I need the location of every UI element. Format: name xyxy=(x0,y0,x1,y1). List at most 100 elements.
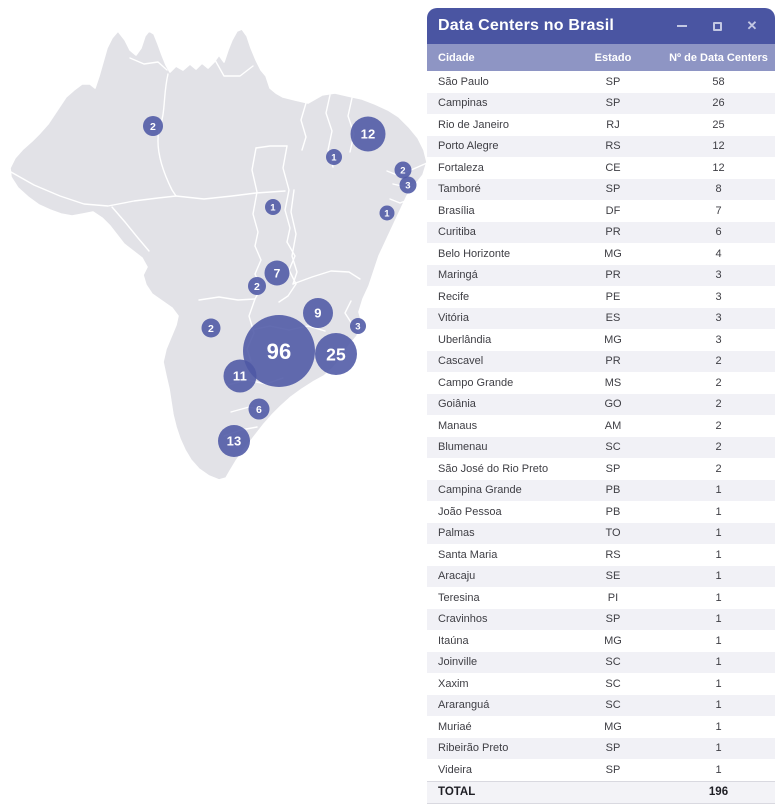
cell-state: SP xyxy=(605,97,621,110)
cell-count: 25 xyxy=(712,118,725,131)
cell-count: 3 xyxy=(715,290,722,303)
bubble-count-label: 3 xyxy=(355,321,360,332)
cell-count: 2 xyxy=(715,398,722,411)
map-bubble[interactable]: 1 xyxy=(326,149,342,165)
map-bubble[interactable]: 2 xyxy=(143,116,163,136)
map-bubble[interactable]: 7 xyxy=(264,260,290,286)
cell-count: 1 xyxy=(715,591,722,604)
cell-state: SE xyxy=(605,570,621,583)
cell-count: 1 xyxy=(715,763,722,776)
cell-city: Belo Horizonte xyxy=(438,247,511,260)
bubble-circle xyxy=(303,298,333,328)
column-header-cidade: Cidade xyxy=(438,51,475,64)
cell-count: 1 xyxy=(715,720,722,733)
cell-city: Araranguá xyxy=(438,699,490,712)
bubble-count-label: 7 xyxy=(274,266,281,280)
cell-city: Fortaleza xyxy=(438,161,484,174)
bubble-circle xyxy=(218,425,250,457)
map-bubble[interactable]: 11 xyxy=(223,359,257,393)
table-row: Joinville SC 1 xyxy=(427,651,775,673)
table-row: Aracaju SE 1 xyxy=(427,565,775,587)
cell-city: Campina Grande xyxy=(438,484,522,497)
map-bubble[interactable]: 1 xyxy=(379,205,395,221)
cell-city: João Pessoa xyxy=(438,505,502,518)
cell-city: Teresina xyxy=(438,591,480,604)
cell-city: Manaus xyxy=(438,419,478,432)
bubble-count-label: 2 xyxy=(150,121,156,133)
bubble-count-label: 1 xyxy=(331,152,337,163)
bubble-circle xyxy=(223,359,257,393)
bubble-circle xyxy=(350,318,366,334)
cell-city: Vitória xyxy=(438,312,469,325)
cell-city: São Paulo xyxy=(438,75,489,88)
cell-count: 1 xyxy=(715,570,722,583)
bubble-circle xyxy=(248,398,270,420)
bubble-circle xyxy=(265,199,281,215)
cell-count: 3 xyxy=(715,333,722,346)
close-button[interactable]: ✕ xyxy=(745,18,759,33)
table-row: Uberlândia MG 3 xyxy=(427,329,775,351)
map-bubble[interactable]: 1 xyxy=(265,199,281,215)
table-row: São José do Rio Preto SP 2 xyxy=(427,458,775,480)
map-bubble[interactable]: 96 xyxy=(243,315,315,387)
table-row: Porto Alegre RS 12 xyxy=(427,135,775,157)
map-bubble[interactable]: 25 xyxy=(315,333,357,375)
cell-state: SC xyxy=(605,441,621,454)
cell-state: MG xyxy=(604,720,622,733)
brazil-outline xyxy=(9,28,428,481)
cell-state: PR xyxy=(605,226,621,239)
bubble-circle xyxy=(379,205,395,221)
cell-state: RS xyxy=(605,548,621,561)
table-row: Recife PE 3 xyxy=(427,286,775,308)
cell-count: 1 xyxy=(715,634,722,647)
table-row: Belo Horizonte MG 4 xyxy=(427,243,775,265)
cell-count: 12 xyxy=(712,140,725,153)
map-bubble[interactable]: 13 xyxy=(218,425,250,457)
table-row: Goiânia GO 2 xyxy=(427,393,775,415)
map-bubble[interactable]: 12 xyxy=(350,116,386,152)
cell-count: 1 xyxy=(715,505,722,518)
map-bubble[interactable]: 3 xyxy=(350,318,366,334)
bubble-circle xyxy=(248,277,266,295)
cell-city: Tamboré xyxy=(438,183,481,196)
maximize-button[interactable] xyxy=(710,19,724,33)
cell-state: MG xyxy=(604,634,622,647)
cell-count: 1 xyxy=(715,548,722,561)
column-header-count: Nº de Data Centers xyxy=(669,51,768,64)
bubble-circle xyxy=(326,149,342,165)
cell-state: PR xyxy=(605,269,621,282)
map-bubble[interactable]: 2 xyxy=(394,161,412,179)
map-bubble[interactable]: 9 xyxy=(303,298,333,328)
cell-count: 1 xyxy=(715,677,722,690)
cell-state: PE xyxy=(605,290,621,303)
map-bubble[interactable]: 3 xyxy=(399,176,417,194)
cell-state: SC xyxy=(605,656,621,669)
cell-city: Cascavel xyxy=(438,355,484,368)
cell-count: 58 xyxy=(712,75,725,88)
map-bubble[interactable]: 6 xyxy=(248,398,270,420)
cell-city: Videira xyxy=(438,763,473,776)
cell-count: 12 xyxy=(712,161,725,174)
map-bubble[interactable]: 2 xyxy=(201,318,221,338)
bubble-count-label: 6 xyxy=(256,404,262,416)
cell-city: Goiânia xyxy=(438,398,476,411)
cell-state: SP xyxy=(605,763,621,776)
table-row: Campina Grande PB 1 xyxy=(427,479,775,501)
cell-city: Palmas xyxy=(438,527,475,540)
table-row: Campinas SP 26 xyxy=(427,92,775,114)
bubble-count-label: 96 xyxy=(267,339,292,364)
map-bubble[interactable]: 2 xyxy=(248,277,266,295)
cell-state: SP xyxy=(605,742,621,755)
cell-city: Porto Alegre xyxy=(438,140,499,153)
cell-city: Joinville xyxy=(438,656,478,669)
bubble-circle xyxy=(394,161,412,179)
cell-city: Aracaju xyxy=(438,570,476,583)
cell-state: RS xyxy=(605,140,621,153)
cell-city: Brasília xyxy=(438,204,475,217)
bubble-circle xyxy=(264,260,290,286)
minimize-button[interactable] xyxy=(675,19,689,33)
bubble-count-label: 13 xyxy=(227,434,242,449)
cell-city: Maringá xyxy=(438,269,478,282)
data-centers-window: Data Centers no Brasil ✕ Cidade Estado N… xyxy=(427,8,775,812)
